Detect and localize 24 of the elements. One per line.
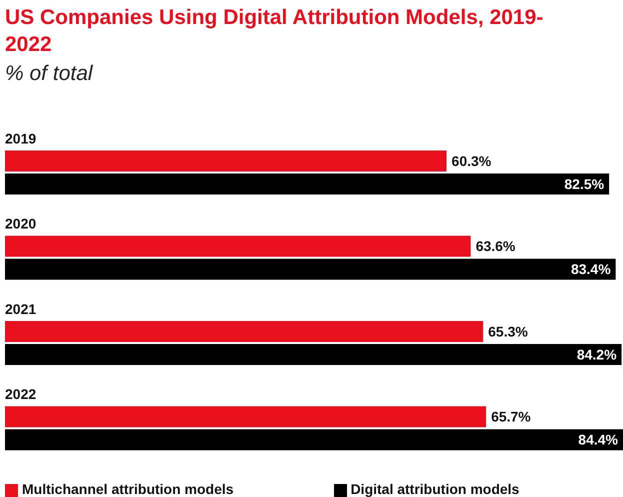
bar — [5, 150, 447, 172]
bar — [5, 173, 610, 194]
data-label: 60.3% — [452, 152, 492, 169]
data-label: 82.5% — [564, 176, 605, 192]
data-label: 84.4% — [578, 432, 619, 448]
bar — [5, 236, 471, 257]
bar — [5, 406, 486, 428]
bar — [5, 258, 616, 280]
data-label: 84.2% — [576, 346, 618, 362]
y-tick-label: 2020 — [5, 216, 36, 232]
y-tick-label: 2022 — [5, 386, 36, 402]
data-label: 65.3% — [488, 323, 528, 340]
data-label: 63.6% — [476, 238, 516, 254]
bar — [5, 320, 484, 342]
chart-subtitle: % of total — [5, 62, 93, 86]
y-tick-label: 2019 — [5, 130, 36, 146]
chart-title: US Companies Using Digital Attribution Models, 2019-2022 — [5, 5, 544, 58]
bar — [5, 429, 623, 450]
bar — [5, 344, 622, 365]
data-label: 65.7% — [491, 408, 532, 425]
legend-label: Digital attribution models — [350, 481, 520, 497]
data-label: 83.4% — [570, 261, 612, 278]
y-tick-label: 2021 — [5, 300, 36, 317]
legend-label: Multichannel attribution models — [22, 481, 234, 497]
